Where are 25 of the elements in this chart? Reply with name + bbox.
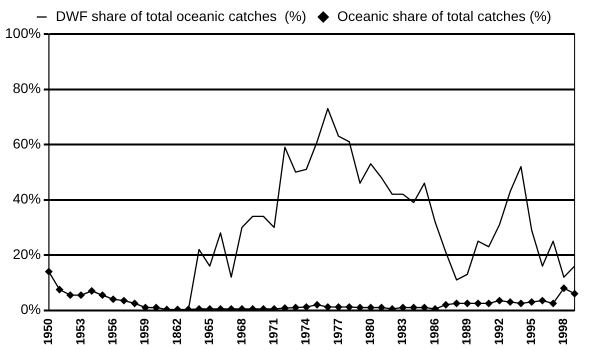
x-tick-label: 1950 bbox=[41, 318, 56, 346]
x-tick-label: 1989 bbox=[460, 318, 474, 346]
x-tick-label: 1977 bbox=[330, 318, 345, 346]
y-tick-label: 20% bbox=[12, 246, 41, 262]
legend-label: DWF share of total oceanic catches (%) bbox=[56, 8, 306, 24]
x-tick-label: 1971 bbox=[266, 318, 280, 346]
y-tick-label: 80% bbox=[12, 80, 41, 96]
x-tick-label: 1974 bbox=[298, 318, 313, 346]
x-tick-label: 1968 bbox=[234, 318, 248, 346]
y-tick-label: 40% bbox=[12, 190, 41, 207]
y-tick-label: 100% bbox=[4, 24, 41, 41]
legend-label: Oceanic share of total catches (%) bbox=[337, 8, 552, 24]
x-tick-label: 1986 bbox=[427, 318, 442, 346]
x-tick-label: 1862 bbox=[170, 318, 184, 346]
x-tick-label: 1992 bbox=[492, 318, 506, 346]
x-tick-label: 1959 bbox=[138, 318, 152, 346]
x-tick-label: 1956 bbox=[106, 318, 120, 346]
y-tick-label: 0% bbox=[20, 301, 41, 318]
x-tick-label: 1980 bbox=[363, 318, 378, 346]
x-tick-label: 1965 bbox=[202, 318, 216, 346]
x-tick-label: 1995 bbox=[524, 318, 538, 346]
x-tick-label: 1983 bbox=[395, 318, 410, 346]
y-tick-label: 60% bbox=[12, 135, 41, 152]
x-tick-label: 1953 bbox=[73, 318, 88, 346]
x-tick-label: 1998 bbox=[556, 318, 570, 346]
